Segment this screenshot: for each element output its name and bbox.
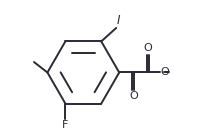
- Text: I: I: [117, 14, 120, 27]
- Text: F: F: [62, 120, 69, 130]
- Text: O: O: [143, 44, 152, 53]
- Text: O: O: [129, 92, 138, 101]
- Text: O: O: [161, 67, 170, 78]
